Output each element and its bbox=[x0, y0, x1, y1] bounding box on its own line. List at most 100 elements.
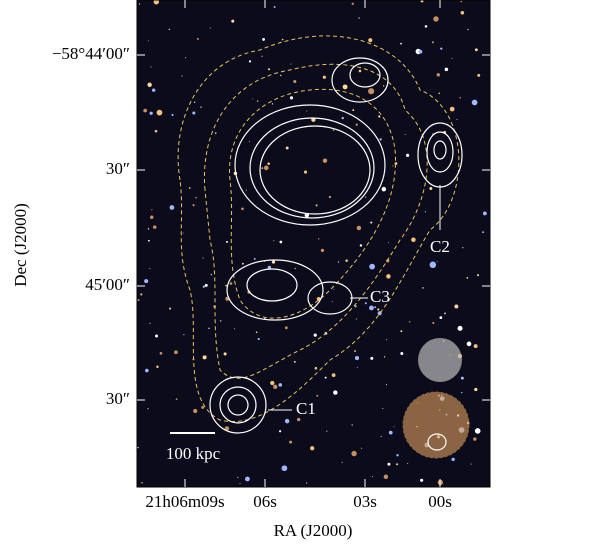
star bbox=[454, 304, 459, 309]
star bbox=[370, 221, 373, 224]
star bbox=[429, 186, 433, 190]
star bbox=[406, 153, 410, 157]
star bbox=[326, 430, 328, 432]
radio-beam bbox=[402, 391, 470, 459]
star bbox=[424, 211, 426, 213]
star bbox=[407, 463, 409, 465]
star bbox=[245, 476, 250, 482]
star bbox=[393, 426, 395, 428]
star bbox=[392, 165, 394, 167]
star bbox=[460, 11, 465, 15]
star bbox=[368, 88, 375, 95]
star bbox=[333, 288, 335, 290]
star bbox=[220, 320, 222, 322]
star bbox=[262, 38, 265, 41]
star bbox=[477, 73, 481, 77]
star bbox=[151, 88, 156, 92]
star bbox=[374, 306, 377, 309]
star bbox=[381, 186, 387, 192]
star bbox=[149, 111, 153, 115]
star bbox=[192, 204, 195, 207]
star bbox=[341, 116, 344, 120]
star bbox=[337, 261, 340, 263]
star bbox=[431, 41, 435, 44]
star bbox=[248, 141, 250, 143]
star bbox=[289, 96, 294, 100]
star bbox=[285, 146, 289, 150]
stars bbox=[137, 0, 487, 486]
star bbox=[279, 430, 282, 433]
frame bbox=[136, 0, 491, 488]
star bbox=[383, 356, 386, 358]
star bbox=[370, 356, 374, 360]
star bbox=[149, 215, 154, 219]
star bbox=[155, 334, 158, 338]
star bbox=[341, 461, 343, 463]
star bbox=[194, 101, 196, 103]
star bbox=[439, 316, 443, 320]
star bbox=[226, 240, 229, 243]
star bbox=[141, 481, 143, 484]
star bbox=[231, 19, 235, 23]
star bbox=[315, 204, 318, 207]
star bbox=[331, 301, 333, 303]
star bbox=[377, 308, 380, 311]
star bbox=[333, 390, 338, 395]
star bbox=[151, 209, 153, 211]
star bbox=[192, 111, 196, 115]
star bbox=[371, 476, 373, 478]
star bbox=[195, 196, 197, 199]
star bbox=[449, 106, 455, 112]
star bbox=[378, 115, 381, 118]
star bbox=[388, 430, 393, 435]
star bbox=[137, 446, 139, 449]
star bbox=[436, 261, 438, 263]
star bbox=[239, 482, 241, 485]
star bbox=[252, 98, 254, 100]
y-axis-label: Dec (J2000) bbox=[11, 203, 30, 287]
star bbox=[271, 260, 276, 264]
star bbox=[200, 106, 202, 108]
star bbox=[316, 394, 319, 397]
star bbox=[257, 337, 260, 341]
star bbox=[470, 463, 472, 465]
star bbox=[482, 231, 485, 234]
star bbox=[289, 440, 293, 444]
star bbox=[462, 247, 464, 249]
y-tick-label: 30″ bbox=[106, 389, 130, 408]
star bbox=[356, 318, 358, 320]
star bbox=[396, 454, 399, 457]
star bbox=[306, 482, 308, 484]
star bbox=[188, 187, 191, 189]
psf-beam bbox=[418, 338, 462, 382]
star bbox=[294, 267, 296, 270]
star bbox=[361, 447, 363, 449]
y-tick-label: −58°44′00″ bbox=[52, 44, 130, 63]
star bbox=[290, 63, 292, 65]
star bbox=[365, 196, 367, 198]
star bbox=[144, 279, 149, 284]
star bbox=[342, 84, 348, 90]
label-c3: C3 bbox=[370, 287, 390, 306]
star bbox=[359, 244, 363, 247]
star bbox=[281, 38, 284, 41]
star bbox=[153, 0, 159, 5]
star bbox=[313, 333, 317, 337]
star bbox=[385, 384, 387, 386]
star bbox=[204, 283, 208, 287]
star bbox=[460, 376, 464, 380]
star bbox=[202, 257, 204, 259]
star bbox=[154, 129, 158, 133]
star bbox=[400, 330, 403, 333]
star bbox=[284, 418, 290, 424]
star bbox=[169, 205, 175, 210]
star bbox=[152, 225, 157, 229]
star bbox=[279, 240, 283, 244]
star bbox=[460, 0, 462, 3]
star bbox=[306, 110, 308, 112]
star bbox=[436, 73, 441, 77]
star bbox=[418, 49, 423, 54]
star bbox=[261, 55, 263, 57]
x-tick-label: 06s bbox=[253, 492, 277, 511]
star bbox=[354, 305, 357, 308]
